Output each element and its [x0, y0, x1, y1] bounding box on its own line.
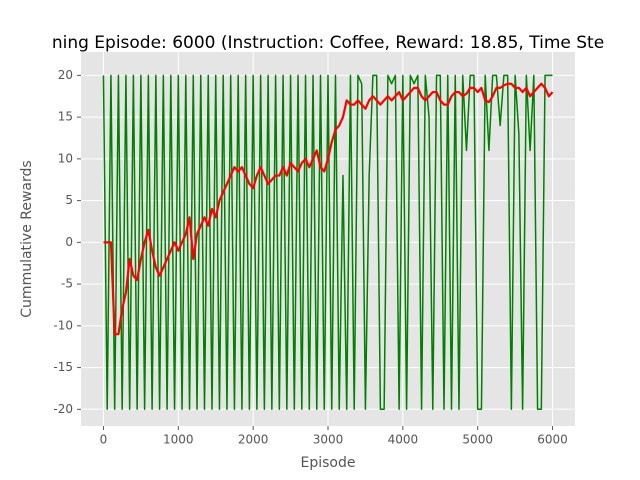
series-line	[102, 74, 553, 411]
x-tick-label: 2000	[238, 433, 269, 447]
x-tick-label: 4000	[388, 433, 419, 447]
y-tick-label: -10	[53, 318, 73, 332]
x-tick-label: 3000	[313, 433, 344, 447]
y-tick-label: -20	[53, 402, 73, 416]
x-tick-label: 0	[100, 433, 108, 447]
chart-title: ning Episode: 6000 (Instruction: Coffee,…	[52, 33, 604, 53]
x-tick-label: 1000	[163, 433, 194, 447]
y-axis-label: Cummulative Rewards	[19, 160, 35, 317]
x-axis-label: Episode	[301, 455, 356, 471]
x-tick-label: 6000	[537, 433, 568, 447]
y-tick-label: -15	[53, 360, 73, 374]
y-tick-label: 10	[58, 151, 73, 165]
y-tick-label: 5	[65, 193, 73, 207]
marks	[102, 74, 554, 411]
y-tick-label: 15	[58, 110, 73, 124]
y-tick-label: 0	[65, 235, 73, 249]
x-tick-label: 5000	[462, 433, 493, 447]
series-line	[103, 82, 554, 336]
y-tick-label: 20	[58, 68, 73, 82]
y-tick-label: -5	[61, 277, 73, 291]
